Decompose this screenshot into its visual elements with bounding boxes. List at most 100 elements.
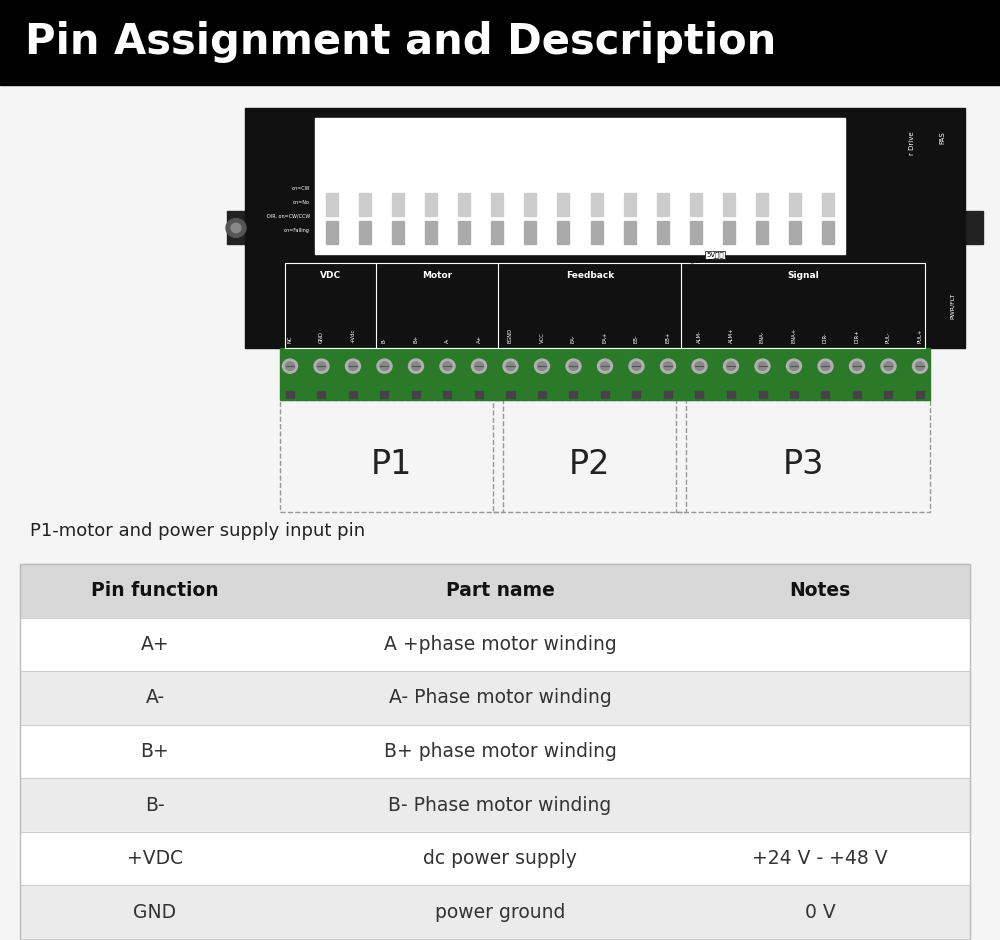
Text: P2: P2: [569, 448, 611, 481]
Bar: [392, 221, 404, 244]
Circle shape: [692, 359, 707, 373]
Bar: [789, 193, 801, 216]
Bar: [359, 193, 371, 216]
Circle shape: [226, 218, 246, 237]
Bar: [491, 193, 503, 216]
Text: GND: GND: [133, 902, 177, 922]
Bar: [475, 391, 483, 398]
Bar: [20, 885, 970, 939]
Text: A-: A-: [445, 337, 450, 343]
Text: B+: B+: [141, 742, 169, 761]
Text: PUL+: PUL+: [917, 329, 922, 343]
Circle shape: [346, 359, 360, 373]
Text: B-: B-: [145, 795, 165, 815]
Text: DIR+: DIR+: [854, 330, 859, 343]
Circle shape: [849, 359, 864, 373]
Bar: [557, 221, 569, 244]
Bar: [822, 193, 834, 216]
Bar: [20, 939, 970, 940]
Bar: [20, 725, 970, 778]
Text: ALM-: ALM-: [697, 330, 702, 343]
Text: P3: P3: [782, 448, 824, 481]
Text: ALM+: ALM+: [728, 328, 733, 343]
Bar: [524, 193, 536, 216]
Circle shape: [537, 362, 546, 370]
Bar: [458, 193, 470, 216]
Bar: [916, 391, 924, 398]
Circle shape: [472, 359, 486, 373]
Text: PAS: PAS: [939, 132, 945, 145]
Circle shape: [600, 362, 610, 370]
Bar: [443, 391, 451, 398]
Bar: [723, 193, 735, 216]
Bar: [657, 221, 669, 244]
Text: EA-: EA-: [571, 335, 576, 343]
Circle shape: [314, 359, 329, 373]
Bar: [591, 193, 603, 216]
Circle shape: [598, 359, 612, 373]
Circle shape: [881, 359, 896, 373]
Circle shape: [789, 362, 798, 370]
Bar: [695, 391, 703, 398]
Bar: [789, 221, 801, 244]
Circle shape: [503, 359, 518, 373]
Circle shape: [349, 362, 358, 370]
Circle shape: [443, 362, 452, 370]
Text: P1-motor and power supply input pin: P1-motor and power supply input pin: [30, 522, 365, 540]
Bar: [727, 391, 735, 398]
Bar: [380, 391, 388, 398]
Text: EB-: EB-: [634, 335, 639, 343]
Text: Motor: Motor: [422, 271, 452, 280]
Text: dc power supply: dc power supply: [423, 849, 577, 869]
Bar: [601, 391, 609, 398]
Bar: [20, 564, 970, 940]
Bar: [349, 391, 357, 398]
Text: A-: A-: [145, 688, 165, 708]
Circle shape: [380, 362, 389, 370]
Bar: [458, 221, 470, 244]
Circle shape: [286, 362, 294, 370]
Bar: [286, 391, 294, 398]
Bar: [965, 212, 983, 244]
Bar: [227, 212, 245, 244]
Bar: [285, 263, 925, 348]
Bar: [491, 221, 503, 244]
Text: B-: B-: [382, 337, 387, 343]
Circle shape: [317, 362, 326, 370]
Text: EA+: EA+: [602, 332, 608, 343]
Bar: [315, 118, 845, 254]
Circle shape: [534, 359, 549, 373]
Circle shape: [912, 359, 927, 373]
Text: A +phase motor winding: A +phase motor winding: [384, 634, 616, 654]
Bar: [392, 193, 404, 216]
Bar: [280, 400, 503, 512]
Bar: [412, 391, 420, 398]
Text: Pin function: Pin function: [91, 581, 219, 601]
Bar: [359, 221, 371, 244]
Text: VDC: VDC: [320, 271, 341, 280]
Text: PWR/FLT: PWR/FLT: [950, 292, 955, 319]
Text: ENA+: ENA+: [791, 328, 796, 343]
Bar: [822, 221, 834, 244]
Circle shape: [506, 362, 515, 370]
Bar: [493, 400, 686, 512]
Circle shape: [408, 359, 423, 373]
Bar: [538, 391, 546, 398]
Text: Pin Assignment and Description: Pin Assignment and Description: [25, 22, 776, 63]
Bar: [425, 193, 437, 216]
Bar: [759, 391, 767, 398]
Text: +24 V - +48 V: +24 V - +48 V: [752, 849, 888, 869]
Circle shape: [884, 362, 893, 370]
Bar: [557, 193, 569, 216]
Bar: [884, 391, 892, 398]
Text: GND: GND: [319, 331, 324, 343]
Bar: [245, 108, 965, 348]
Bar: [317, 391, 325, 398]
Bar: [853, 391, 861, 398]
Bar: [20, 564, 970, 618]
Circle shape: [566, 359, 581, 373]
Circle shape: [821, 362, 830, 370]
Circle shape: [632, 362, 641, 370]
Circle shape: [726, 362, 735, 370]
Circle shape: [377, 359, 392, 373]
